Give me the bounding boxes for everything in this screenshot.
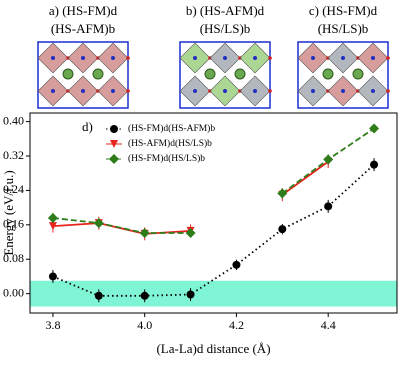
la-atom <box>322 68 334 80</box>
atom <box>223 89 227 93</box>
legend-marker <box>110 125 118 133</box>
atom <box>311 89 315 93</box>
marker <box>278 225 287 234</box>
legend-marker <box>110 140 118 148</box>
oxygen <box>386 89 390 93</box>
atom <box>253 56 257 60</box>
marker <box>186 290 195 299</box>
panel-label: d) <box>82 119 93 134</box>
marker <box>185 228 196 238</box>
marker <box>369 123 380 134</box>
oxygen <box>268 56 272 60</box>
atom <box>111 89 115 93</box>
y-tick-label: 0.40 <box>3 113 24 127</box>
atom <box>371 56 375 60</box>
marker <box>139 228 150 238</box>
y-tick-label: 0.00 <box>3 285 24 299</box>
la-atom <box>92 68 104 80</box>
atom <box>341 89 345 93</box>
oxygen <box>126 89 130 93</box>
atom <box>371 89 375 93</box>
y-tick-label: 0.24 <box>3 182 24 196</box>
series-line <box>281 160 329 196</box>
marker <box>370 160 379 169</box>
series-line <box>52 163 375 297</box>
atom <box>81 56 85 60</box>
la-atom <box>62 68 74 80</box>
atom <box>253 89 257 93</box>
panel-caption: b) (HS-AFM)d <box>186 3 265 18</box>
series-line <box>52 222 191 235</box>
atom <box>193 89 197 93</box>
panel-caption: a) (HS-FM)d <box>49 3 118 18</box>
atom <box>51 56 55 60</box>
x-axis-title: (La-La)d distance (Å) <box>156 341 270 356</box>
x-tick-label: 3.8 <box>45 318 60 332</box>
atom <box>341 56 345 60</box>
atom <box>111 56 115 60</box>
y-tick-label: 0.16 <box>3 217 24 231</box>
plot-area <box>30 113 397 313</box>
oxygen <box>386 56 390 60</box>
marker <box>140 291 149 300</box>
marker <box>47 212 58 223</box>
marker <box>324 202 333 211</box>
marker <box>48 272 57 281</box>
oxygen <box>268 89 272 93</box>
series-line <box>52 217 191 234</box>
marker <box>48 222 57 231</box>
legend-marker <box>109 154 119 164</box>
panel-caption: (HS-AFM)b <box>51 21 115 36</box>
axes-frame <box>29 112 398 314</box>
x-tick-label: 4.4 <box>321 318 336 332</box>
la-atom <box>234 68 246 80</box>
legend-label: (HS-FM)d(HS-AFM)b <box>128 123 215 134</box>
marker <box>93 218 104 229</box>
marker <box>232 260 241 269</box>
panel-caption: (HS/LS)b <box>318 21 369 36</box>
atom <box>223 56 227 60</box>
la-atom <box>204 68 216 80</box>
atom <box>193 56 197 60</box>
x-tick-label: 4.2 <box>229 318 244 332</box>
y-tick-label: 0.08 <box>3 251 24 265</box>
y-tick-label: 0.32 <box>3 148 24 162</box>
marker <box>323 154 334 165</box>
reference-band <box>30 280 397 307</box>
legend-label: (HS-AFM)d(HS/LS)b <box>128 138 212 149</box>
atom <box>81 89 85 93</box>
panel-caption: (HS/LS)b <box>200 21 251 36</box>
panel-caption: c) (HS-FM)d <box>309 3 378 18</box>
oxygen <box>126 56 130 60</box>
marker <box>277 188 288 199</box>
x-tick-label: 4.0 <box>137 318 152 332</box>
marker <box>94 291 103 300</box>
la-atom <box>352 68 364 80</box>
atom <box>51 89 55 93</box>
atom <box>311 56 315 60</box>
y-axis-title: Energy (eV/f.u.) <box>1 170 16 255</box>
legend-label: (HS-FM)d(HS/LS)b <box>128 153 205 164</box>
